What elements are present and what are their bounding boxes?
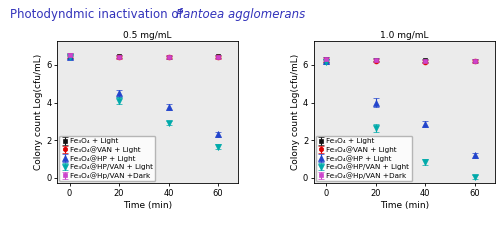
Legend: Fe₃O₄ + Light, Fe₃O₄@VAN + Light, Fe₃O₄@HP + Light, Fe₃O₄@HP/VAN + Light, Fe₃O₄@: Fe₃O₄ + Light, Fe₃O₄@VAN + Light, Fe₃O₄@… [59,136,156,181]
Y-axis label: Colony count Log(cfu/mL): Colony count Log(cfu/mL) [34,54,43,170]
Text: Pantoea agglomerans: Pantoea agglomerans [176,8,306,21]
Text: Photodyndmic inactivation of: Photodyndmic inactivation of [10,8,186,21]
X-axis label: Time (min): Time (min) [380,201,429,210]
Title: 1.0 mg/mL: 1.0 mg/mL [380,31,428,40]
Legend: Fe₃O₄ + Light, Fe₃O₄@VAN + Light, Fe₃O₄@HP + Light, Fe₃O₄@HP/VAN + Light, Fe₃O₄@: Fe₃O₄ + Light, Fe₃O₄@VAN + Light, Fe₃O₄@… [316,136,412,181]
Title: 0.5 mg/mL: 0.5 mg/mL [123,31,172,40]
X-axis label: Time (min): Time (min) [123,201,172,210]
Y-axis label: Colony count Log(cfu/mL): Colony count Log(cfu/mL) [291,54,300,170]
